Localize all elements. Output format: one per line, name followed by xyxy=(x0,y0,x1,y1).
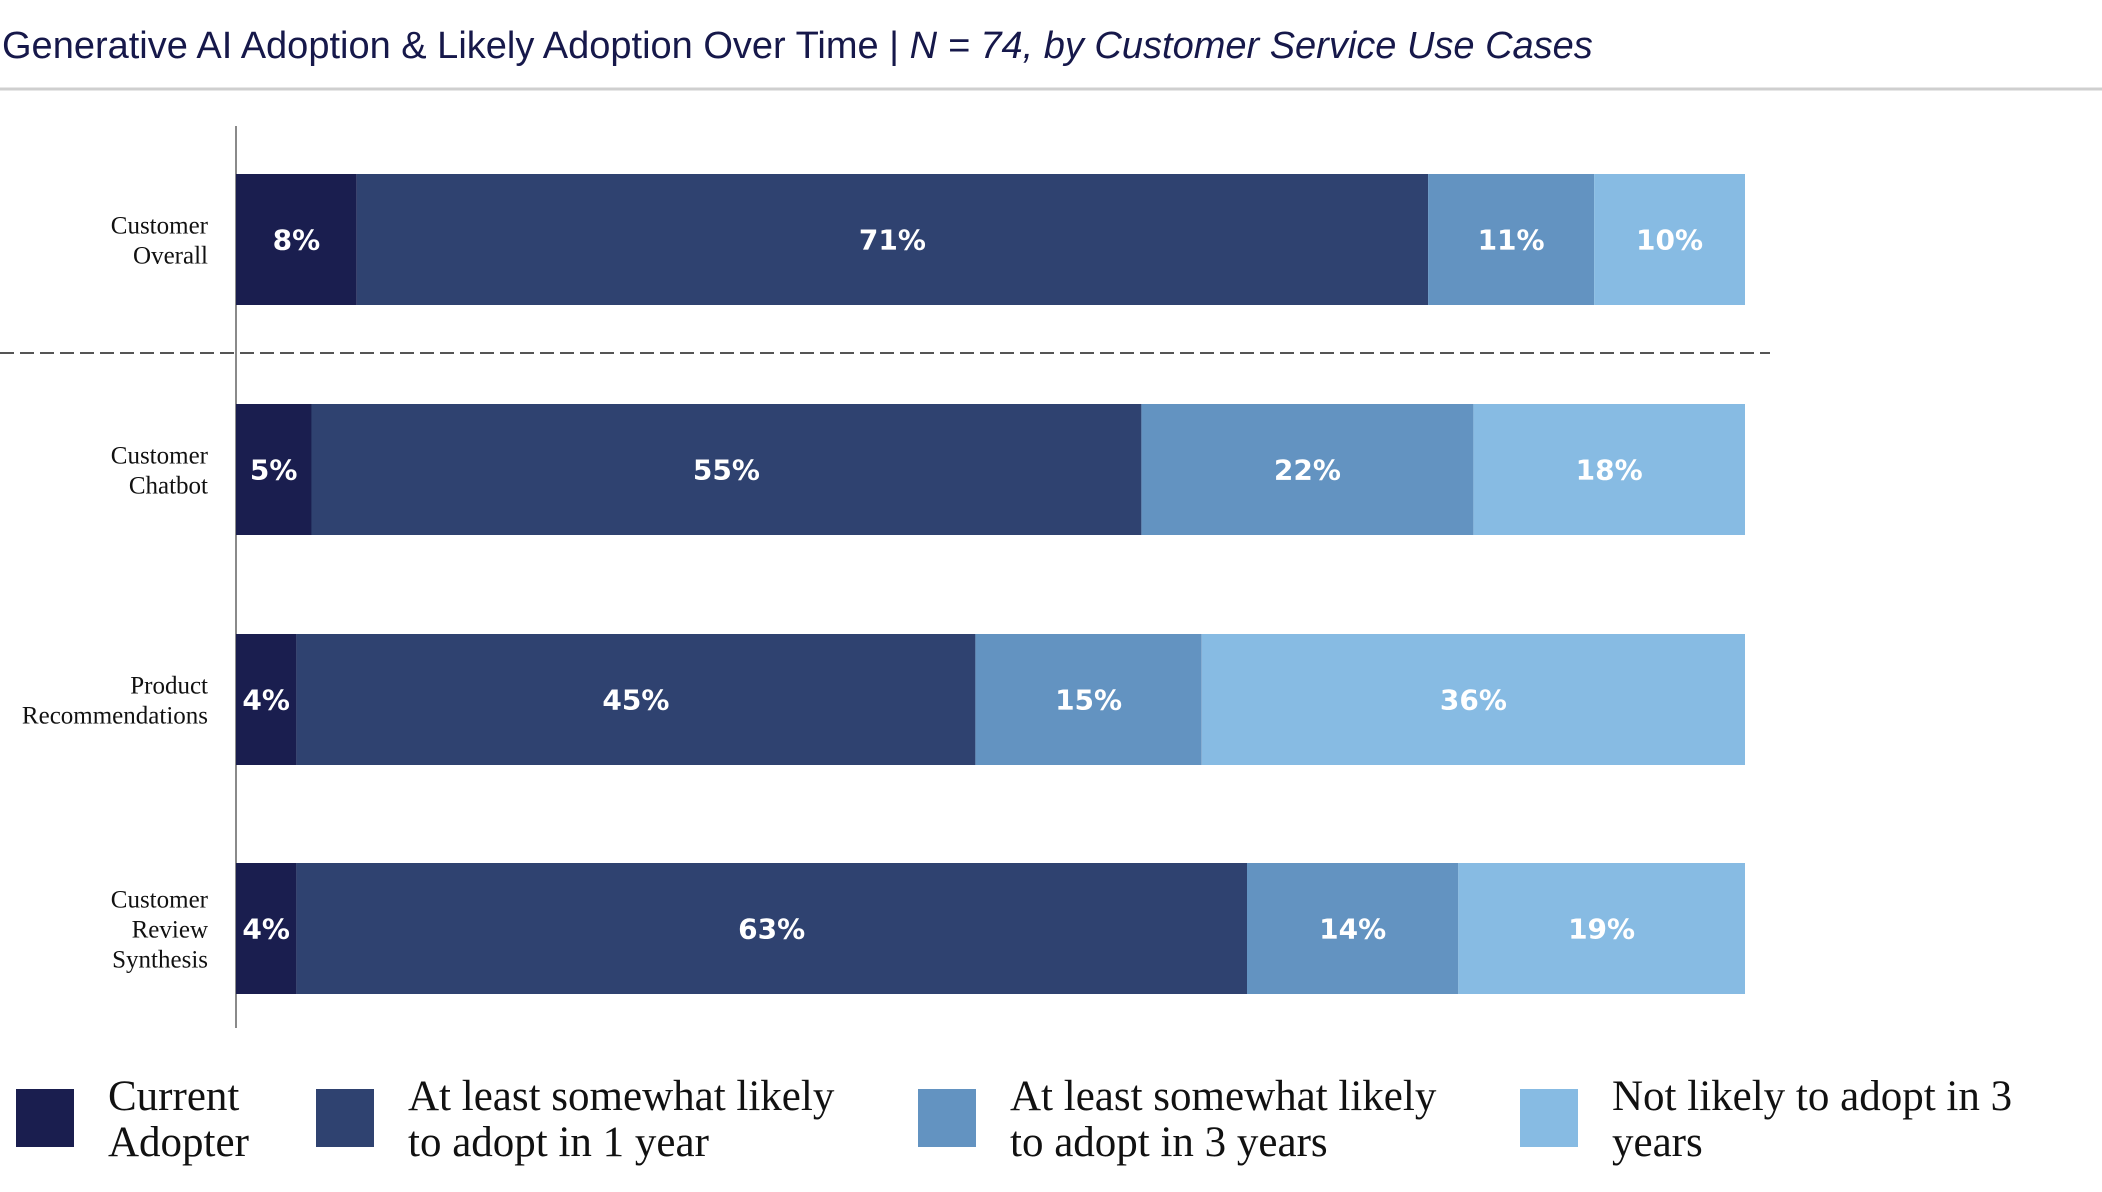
category-label: Customer Chatbot xyxy=(111,443,209,500)
legend: Current Adopter At least somewhat likely to… xyxy=(16,1073,2012,1166)
bar-value-label: 22% xyxy=(1274,454,1341,487)
legend-label: Not likely to adopt in 3 years xyxy=(1612,1073,2012,1166)
bar-value-label: 45% xyxy=(602,684,669,717)
bar-segment xyxy=(1428,174,1595,305)
chart-title-group: Generative AI Adoption & Likely Adoption… xyxy=(0,25,2102,91)
bar-segment xyxy=(975,634,1202,765)
bars-group: 8% 71% 11% 10% 5% 55% 22% 18% 4% 45% 15% 36% 4% 63% 14… xyxy=(236,174,1745,994)
legend-label: At least somewhat likely to adopt in 3 ye… xyxy=(1010,1073,1437,1166)
bar-segment xyxy=(236,863,297,994)
category-label: Product Recommendations xyxy=(22,673,208,730)
bar-segment xyxy=(1594,174,1745,305)
legend-item: At least somewhat likely to adopt in 3 ye… xyxy=(918,1073,1437,1166)
legend-swatch xyxy=(316,1089,374,1147)
legend-item: Not likely to adopt in 3 years xyxy=(1520,1073,2012,1166)
bar-value-label: 4% xyxy=(242,913,290,946)
bar-value-label: 14% xyxy=(1319,913,1386,946)
category-labels-group: Customer Overall Customer Chatbot Product Rec… xyxy=(22,213,209,974)
bar-value-label: 10% xyxy=(1636,224,1703,257)
legend-item: At least somewhat likely to adopt in 1 ye… xyxy=(316,1073,835,1166)
bar-value-label: 36% xyxy=(1440,684,1507,717)
bar-value-label: 8% xyxy=(273,224,321,257)
bar-value-label: 19% xyxy=(1568,913,1635,946)
bar-segment xyxy=(1247,863,1459,994)
bar-segment xyxy=(1473,404,1745,535)
bar-value-label: 11% xyxy=(1478,224,1545,257)
bar-segment xyxy=(356,174,1429,305)
chart-title-italic: N = 74, by Customer Service Use Cases xyxy=(910,25,1593,67)
bar-segment xyxy=(236,404,312,535)
bar-value-label: 15% xyxy=(1055,684,1122,717)
bar-segment xyxy=(296,863,1248,994)
bar-value-label: 4% xyxy=(242,684,290,717)
legend-label: Current Adopter xyxy=(108,1073,249,1166)
chart-title-main: Generative AI Adoption & Likely Adoption… xyxy=(2,25,910,67)
bar-value-label: 71% xyxy=(859,224,926,257)
bar-segment xyxy=(311,404,1142,535)
bar-segment xyxy=(1141,404,1474,535)
bar-segment xyxy=(296,634,976,765)
legend-swatch xyxy=(16,1089,74,1147)
category-label: Customer Overall xyxy=(111,213,209,270)
bar-value-label: 18% xyxy=(1576,454,1643,487)
legend-swatch xyxy=(1520,1089,1578,1147)
category-label: Customer Review Synthesis xyxy=(111,887,209,974)
bar-segment xyxy=(236,634,297,765)
chart-title: Generative AI Adoption & Likely Adoption… xyxy=(2,25,1593,67)
legend-swatch xyxy=(918,1089,976,1147)
bar-value-label: 5% xyxy=(250,454,298,487)
legend-label: At least somewhat likely to adopt in 1 ye… xyxy=(408,1073,835,1166)
bar-segment xyxy=(236,174,357,305)
bar-segment xyxy=(1201,634,1745,765)
legend-item: Current Adopter xyxy=(16,1073,249,1166)
bar-segment xyxy=(1458,863,1745,994)
bar-value-label: 55% xyxy=(693,454,760,487)
bar-value-label: 63% xyxy=(738,913,805,946)
